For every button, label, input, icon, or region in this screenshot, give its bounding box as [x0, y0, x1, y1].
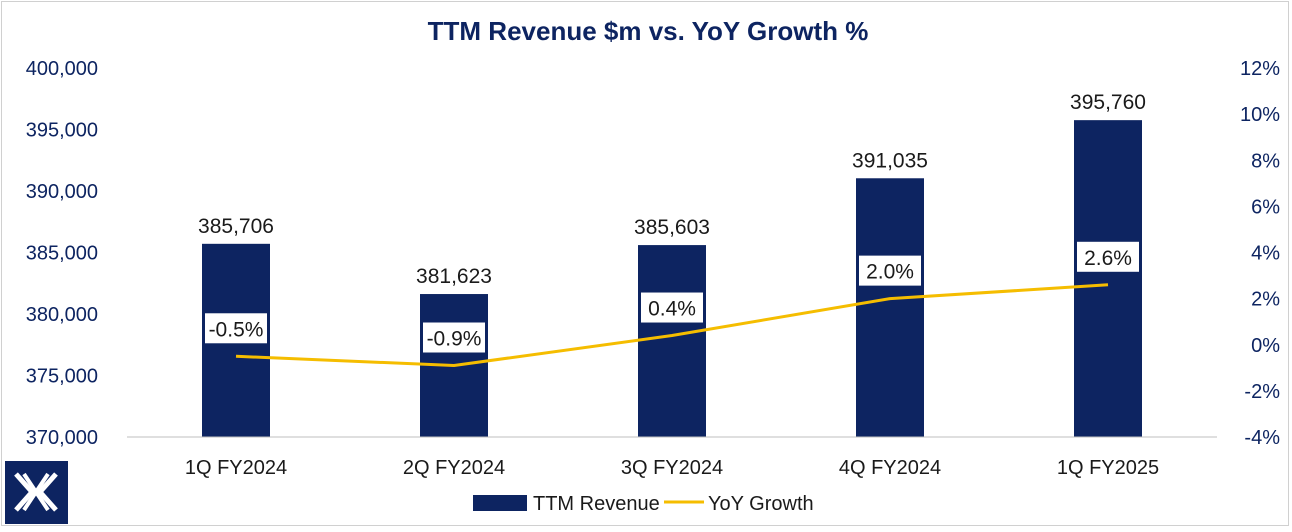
left-axis-tick-label: 395,000 [26, 120, 98, 142]
growth-label-box [859, 255, 921, 286]
growth-line [235, 283, 1109, 368]
right-axis: -4% -2% 0% 2% 4% 6% 8% 10% 12% [1240, 58, 1280, 449]
revenue-bars [202, 120, 1142, 437]
right-axis-tick-label: 12% [1240, 58, 1280, 80]
growth-data-label: 0.4% [648, 298, 696, 321]
right-axis-tick-label: 2% [1251, 289, 1280, 311]
x-axis-category-label: 3Q FY2024 [621, 457, 723, 479]
growth-data-label: 2.6% [1084, 247, 1132, 270]
right-axis-tick-label: 10% [1240, 104, 1280, 126]
revenue-data-labels: 385,706 381,623 385,603 391,035 395,760 [198, 91, 1146, 288]
growth-data-label: -0.5% [209, 318, 264, 341]
left-axis-tick-label: 375,000 [26, 366, 98, 388]
right-axis-tick-label: 6% [1251, 196, 1280, 218]
revenue-data-label: 385,603 [634, 216, 710, 239]
growth-label-box [1077, 241, 1139, 272]
right-axis-tick-label: 0% [1251, 335, 1280, 357]
growth-data-label: -0.9% [427, 328, 482, 351]
left-axis-tick-label: 385,000 [26, 243, 98, 265]
x-axis-category-label: 4Q FY2024 [839, 457, 941, 479]
growth-label-box [423, 322, 485, 353]
right-axis-tick-label: -2% [1244, 381, 1280, 403]
x-axis-category-label: 2Q FY2024 [403, 457, 505, 479]
left-axis-tick-label: 380,000 [26, 304, 98, 326]
x-axis: 1Q FY2024 2Q FY2024 3Q FY2024 4Q FY2024 1Q F… [185, 457, 1159, 479]
legend: TTM Revenue YoY Growth [473, 493, 814, 515]
growth-line-group [235, 283, 1109, 368]
revenue-bar [856, 178, 924, 437]
growth-label-box [641, 292, 703, 323]
revenue-data-label: 391,035 [852, 149, 928, 172]
right-axis-tick-label: 4% [1251, 243, 1280, 265]
x-axis-category-label: 1Q FY2025 [1057, 457, 1159, 479]
legend-label-growth: YoY Growth [708, 493, 814, 515]
right-axis-tick-label: -4% [1244, 427, 1280, 449]
revenue-data-label: 385,706 [198, 215, 274, 238]
growth-data-label: 2.0% [866, 261, 914, 284]
revenue-data-label: 381,623 [416, 265, 492, 288]
revenue-bar [638, 245, 706, 437]
x-logo-icon [5, 461, 68, 524]
left-axis-tick-label: 400,000 [26, 58, 98, 80]
left-axis: 370,000 375,000 380,000 385,000 390,000 395,0… [26, 58, 98, 449]
left-axis-tick-label: 390,000 [26, 181, 98, 203]
legend-label-revenue: TTM Revenue [533, 493, 660, 515]
left-axis-tick-label: 370,000 [26, 427, 98, 449]
growth-label-box [205, 313, 267, 344]
legend-swatch-revenue [473, 495, 527, 511]
right-axis-tick-label: 8% [1251, 150, 1280, 172]
revenue-bar [1074, 120, 1142, 437]
chart-title: TTM Revenue $m vs. YoY Growth % [428, 16, 869, 46]
revenue-data-label: 395,760 [1070, 91, 1146, 114]
x-axis-category-label: 1Q FY2024 [185, 457, 287, 479]
growth-data-labels: -0.5% -0.9% 0.4% 2.0% 2.6% [205, 241, 1139, 353]
